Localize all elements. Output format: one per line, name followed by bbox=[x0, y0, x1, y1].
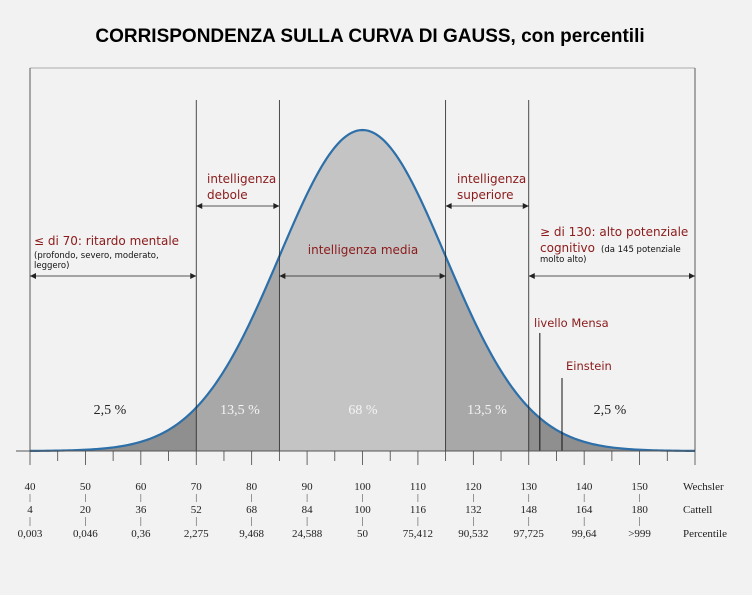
tick-percentile-1: 0,046 bbox=[73, 528, 98, 540]
arrow-region-0 bbox=[30, 273, 197, 279]
tick-cattell-8: 132 bbox=[465, 504, 482, 516]
marker-label-0: livello Mensa bbox=[534, 316, 609, 330]
tick-percentile-6: 50 bbox=[357, 528, 369, 540]
percent-label-3: 13,5 % bbox=[467, 403, 507, 418]
region-label-0: ≤ di 70: ritardo mentale bbox=[34, 234, 179, 248]
tick-wechsler-2: 60 bbox=[135, 481, 147, 493]
region-label-3-line2: superiore bbox=[457, 188, 514, 202]
region-label-2: intelligenza media bbox=[308, 243, 418, 257]
region-label-1-line2: debole bbox=[207, 188, 248, 202]
tick-percentile-8: 90,532 bbox=[458, 528, 488, 540]
arrow-region-0-head-left bbox=[30, 273, 36, 279]
tick-percentile-3: 2,275 bbox=[184, 528, 209, 540]
tick-percentile-9: 97,725 bbox=[514, 528, 545, 540]
marker-label-1: Einstein bbox=[566, 359, 612, 373]
tick-percentile-5: 24,588 bbox=[292, 528, 323, 540]
region-sublabel-4-line2: molto alto) bbox=[540, 255, 587, 265]
tick-wechsler-6: 100 bbox=[354, 481, 371, 493]
tick-wechsler-11: 150 bbox=[631, 481, 648, 493]
tick-wechsler-10: 140 bbox=[576, 481, 593, 493]
arrow-region-4 bbox=[528, 273, 695, 279]
arrow-region-2-head-right bbox=[439, 273, 446, 279]
arrow-region-3-head-right bbox=[522, 203, 529, 209]
tick-cattell-1: 20 bbox=[80, 504, 92, 516]
region-sublabel-0-line2: leggero) bbox=[34, 261, 69, 271]
scale-name-0: Wechsler bbox=[683, 481, 724, 493]
tick-cattell-7: 116 bbox=[410, 504, 427, 516]
region-sublabel-4-line1: (da 145 potenziale bbox=[601, 245, 681, 255]
region-label-3-line1: intelligenza bbox=[457, 172, 526, 186]
tick-cattell-0: 4 bbox=[27, 504, 33, 516]
arrow-region-3-head-left bbox=[445, 203, 452, 209]
region-label-4-line2: cognitivo bbox=[540, 241, 595, 255]
tick-cattell-2: 36 bbox=[135, 504, 147, 516]
arrow-region-2 bbox=[279, 273, 446, 279]
chart-title: CORRISPONDENZA SULLA CURVA DI GAUSS, con… bbox=[95, 26, 644, 47]
percent-label-0: 2,5 % bbox=[94, 403, 127, 418]
tick-wechsler-8: 120 bbox=[465, 481, 482, 493]
labels-layer: 2,5 % 13,5 % 68 % 13,5 % 2,5 % ≤ di 70: ritar… bbox=[18, 172, 727, 540]
tick-percentile-0: 0,003 bbox=[18, 528, 43, 540]
scale-name-2: Percentile bbox=[683, 528, 727, 540]
percent-label-2: 68 % bbox=[348, 403, 378, 418]
tick-cattell-9: 148 bbox=[521, 504, 538, 516]
tick-cattell-5: 84 bbox=[302, 504, 314, 516]
region-label-4-line1: ≥ di 130: alto potenziale bbox=[540, 225, 688, 239]
tick-cattell-4: 68 bbox=[246, 504, 258, 516]
scale-name-1: Cattell bbox=[683, 504, 712, 516]
tick-wechsler-3: 70 bbox=[191, 481, 203, 493]
arrow-region-4-head-right bbox=[689, 273, 695, 279]
tick-cattell-3: 52 bbox=[191, 504, 202, 516]
arrow-region-1-head-left bbox=[196, 203, 203, 209]
tick-wechsler-1: 50 bbox=[80, 481, 92, 493]
percent-label-1: 13,5 % bbox=[220, 403, 260, 418]
tick-wechsler-4: 80 bbox=[246, 481, 258, 493]
region-sublabel-0-line1: (profondo, severo, moderato, bbox=[34, 251, 159, 261]
arrow-region-3 bbox=[445, 203, 529, 209]
tick-cattell-10: 164 bbox=[576, 504, 593, 516]
axis-layer bbox=[16, 450, 696, 526]
arrow-region-4-head-left bbox=[528, 273, 535, 279]
gauss-curve bbox=[29, 128, 696, 452]
tick-percentile-7: 75,412 bbox=[403, 528, 433, 540]
tick-percentile-4: 9,468 bbox=[239, 528, 264, 540]
region-area-4 bbox=[528, 407, 695, 451]
arrow-region-1-head-right bbox=[273, 203, 280, 209]
lines-layer bbox=[29, 67, 696, 452]
arrow-region-0-head-right bbox=[190, 273, 197, 279]
tick-wechsler-5: 90 bbox=[302, 481, 314, 493]
region-area-2 bbox=[279, 130, 446, 451]
tick-wechsler-9: 130 bbox=[521, 481, 538, 493]
region-label-1-line1: intelligenza bbox=[207, 172, 276, 186]
tick-percentile-10: 99,64 bbox=[572, 528, 597, 540]
arrow-region-2-head-left bbox=[279, 273, 286, 279]
tick-wechsler-7: 110 bbox=[410, 481, 427, 493]
tick-percentile-11: >999 bbox=[628, 528, 651, 540]
region-area-0 bbox=[30, 407, 197, 451]
tick-percentile-2: 0,36 bbox=[131, 528, 151, 540]
arrow-region-1 bbox=[196, 203, 280, 209]
percent-label-4: 2,5 % bbox=[594, 403, 627, 418]
tick-wechsler-0: 40 bbox=[25, 481, 37, 493]
tick-cattell-11: 180 bbox=[631, 504, 648, 516]
tick-cattell-6: 100 bbox=[354, 504, 371, 516]
